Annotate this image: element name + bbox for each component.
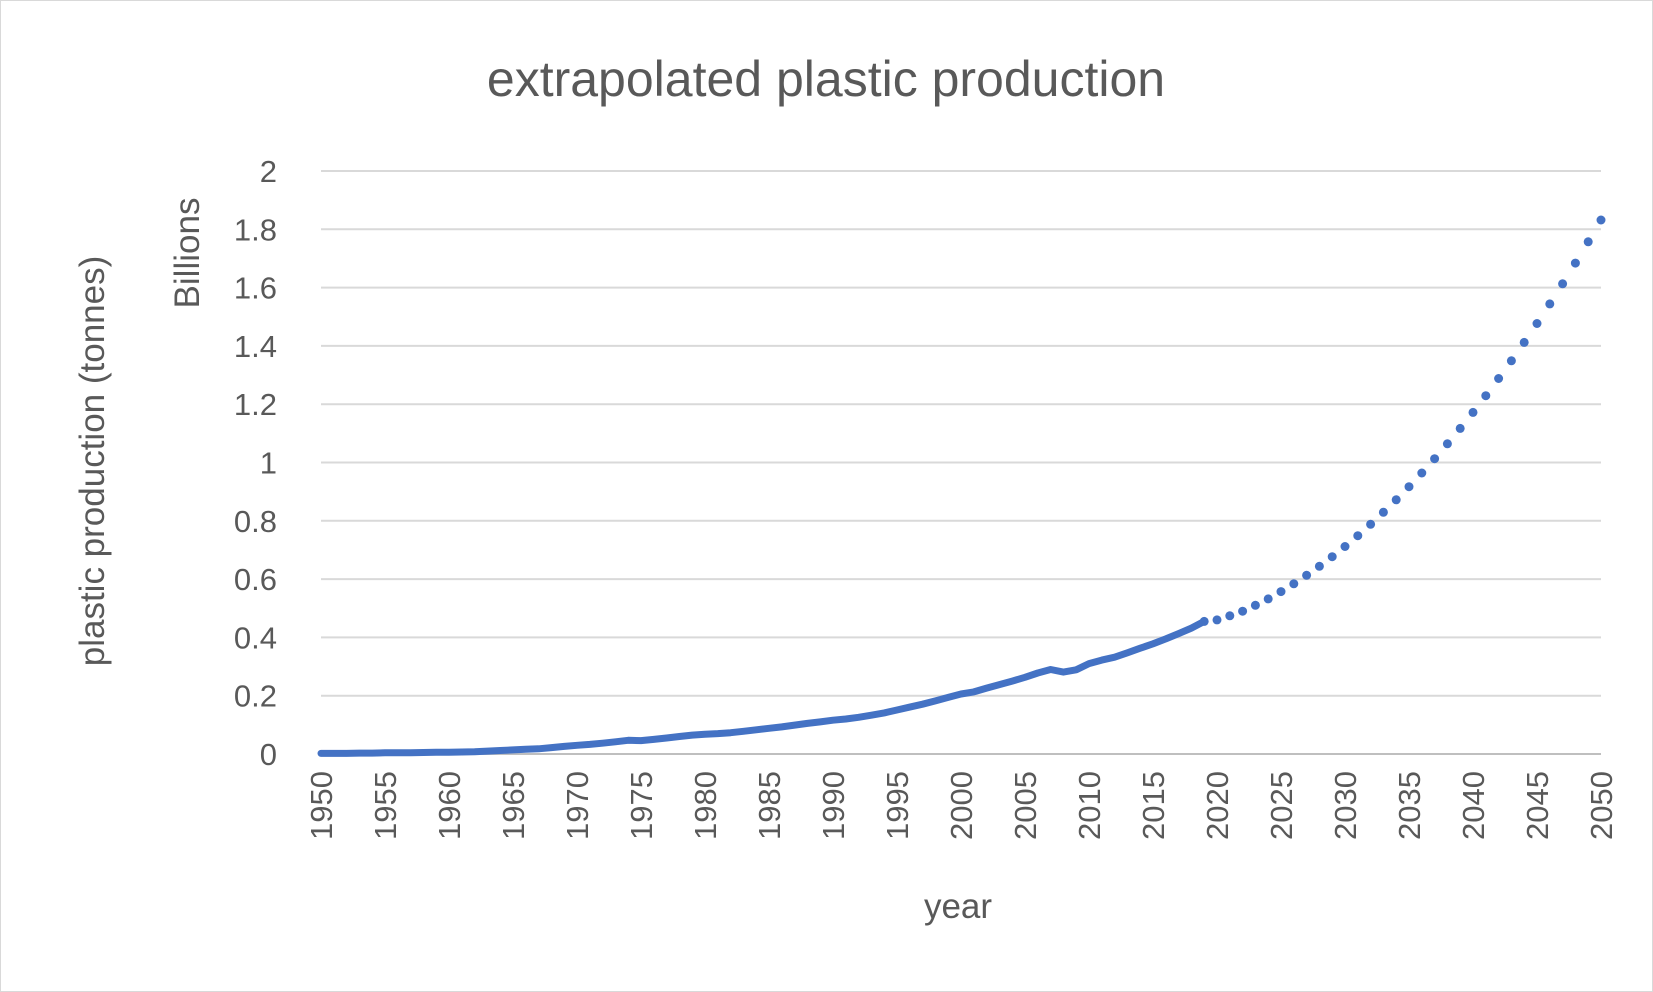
y-tick-label: 0: [260, 737, 277, 772]
extrapolated-point: [1199, 616, 1209, 626]
x-tick-label: 2050: [1584, 771, 1619, 840]
series-line-actual: [317, 617, 1208, 757]
extrapolated-point: [1302, 570, 1312, 580]
x-tick-label: 2020: [1200, 771, 1235, 840]
y-axis-title: plastic production (tonnes): [73, 256, 112, 667]
y-tick-label: 2: [260, 154, 277, 189]
y-axis-unit-label: Billions: [168, 198, 207, 309]
x-tick-label: 1980: [688, 771, 723, 840]
y-tick-label: 0.6: [234, 562, 277, 597]
x-tick-label: 2000: [944, 771, 979, 840]
series-layer: [317, 215, 1606, 757]
extrapolated-point: [1289, 579, 1299, 589]
extrapolated-point: [1532, 319, 1542, 328]
y-tick-labels: 0 0.2 0.4 0.6 0.8 1 1.2 1.4 1.6 1.8 2: [234, 154, 277, 772]
extrapolated-point: [1327, 552, 1337, 562]
x-tick-label: 1995: [880, 771, 915, 840]
y-tick-label: 1.8: [234, 212, 277, 247]
y-tick-label: 1.4: [234, 329, 277, 364]
y-tick-label: 0.8: [234, 504, 277, 539]
extrapolated-point: [1314, 561, 1324, 571]
y-tick-label: 0.2: [234, 679, 277, 714]
x-axis-title: year: [924, 887, 992, 926]
extrapolated-point: [1583, 237, 1593, 247]
extrapolated-point: [1225, 611, 1235, 621]
chart-title: extrapolated plastic production: [487, 51, 1165, 107]
extrapolated-point: [1481, 391, 1491, 401]
x-tick-label: 1950: [304, 771, 339, 840]
extrapolated-point: [1378, 507, 1388, 517]
extrapolated-point: [1250, 600, 1260, 610]
extrapolated-point: [1366, 519, 1376, 529]
extrapolated-point: [1558, 279, 1568, 289]
extrapolated-point: [1545, 299, 1555, 309]
x-tick-label: 1970: [560, 771, 595, 840]
x-tick-label: 2010: [1072, 771, 1107, 840]
extrapolated-point: [1596, 215, 1606, 225]
x-tick-label: 2025: [1264, 771, 1299, 840]
x-tick-labels: 1950 1955 1960 1965 1970 1975 1980 1985 1990 1995…: [304, 771, 1619, 840]
extrapolated-point: [1494, 374, 1504, 383]
x-tick-label: 1965: [496, 771, 531, 840]
x-tick-label: 2035: [1392, 771, 1427, 840]
extrapolated-point: [1212, 615, 1222, 625]
extrapolated-point: [1391, 495, 1401, 505]
y-tick-label: 0.4: [234, 620, 277, 655]
extrapolated-point: [1455, 423, 1465, 433]
extrapolated-point: [1340, 542, 1350, 551]
x-tick-label: 2040: [1456, 771, 1491, 840]
y-tick-label: 1: [260, 446, 277, 481]
x-tick-label: 2005: [1008, 771, 1043, 840]
extrapolated-point: [1276, 587, 1286, 597]
extrapolated-point: [1506, 356, 1516, 366]
x-tick-label: 2015: [1136, 771, 1171, 840]
x-tick-label: 2045: [1520, 771, 1555, 840]
extrapolated-point: [1468, 407, 1478, 417]
y-tick-label: 1.2: [234, 387, 277, 422]
x-tick-label: 2030: [1328, 771, 1363, 840]
extrapolated-point: [1238, 606, 1248, 616]
extrapolated-point: [1263, 594, 1273, 604]
x-tick-label: 1990: [816, 771, 851, 840]
extrapolated-point: [1353, 531, 1363, 541]
extrapolated-point: [1570, 258, 1580, 268]
extrapolated-point: [1442, 439, 1452, 449]
x-tick-label: 1975: [624, 771, 659, 840]
x-tick-label: 1960: [432, 771, 467, 840]
gridlines: [321, 170, 1601, 697]
y-tick-label: 1.6: [234, 271, 277, 306]
extrapolated-point: [1430, 454, 1440, 464]
extrapolated-point: [1417, 468, 1427, 478]
x-tick-label: 1985: [752, 771, 787, 840]
extrapolated-point: [1404, 482, 1414, 492]
extrapolated-point: [1519, 337, 1529, 347]
x-tick-label: 1955: [368, 771, 403, 840]
